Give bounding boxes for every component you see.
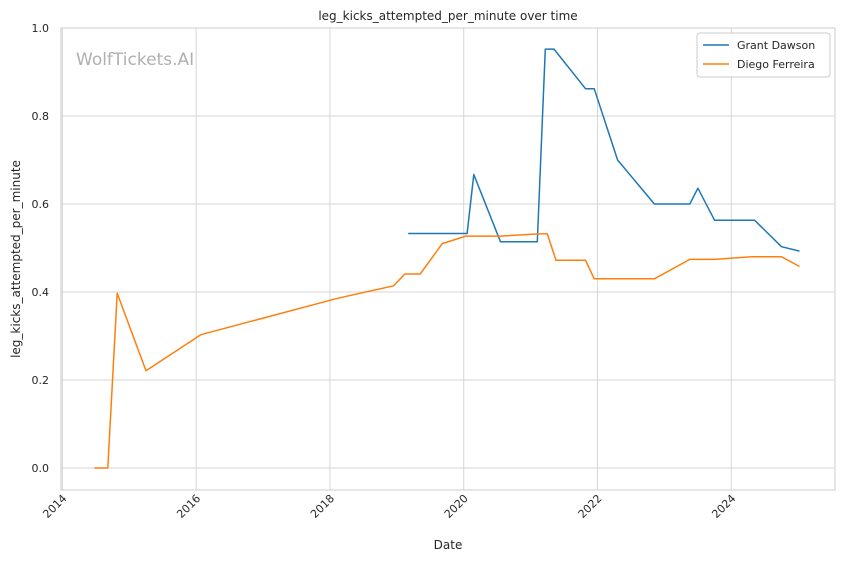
y-tick-label: 1.0 — [32, 22, 50, 35]
y-axis-title: leg_kicks_attempted_per_minute — [9, 160, 23, 358]
series-line-0 — [408, 48, 800, 252]
y-tick-label: 0.0 — [32, 462, 50, 475]
chart-title: leg_kicks_attempted_per_minute over time — [318, 9, 577, 23]
legend: Grant Dawson Diego Ferreira — [696, 32, 831, 78]
y-tick-label: 0.8 — [32, 110, 50, 123]
series-layer — [94, 48, 800, 469]
watermark-text: WolfTickets.AI — [76, 50, 194, 70]
y-tick-label: 0.6 — [32, 198, 50, 211]
y-tick-label: 0.2 — [32, 374, 50, 387]
legend-box — [696, 32, 831, 78]
x-axis-title: Date — [434, 538, 463, 552]
series-line-1 — [94, 233, 800, 469]
plot-frame — [60, 27, 836, 491]
y-tick-label: 0.4 — [32, 286, 50, 299]
legend-label-1: Diego Ferreira — [737, 58, 815, 71]
legend-label-0: Grant Dawson — [737, 39, 815, 52]
